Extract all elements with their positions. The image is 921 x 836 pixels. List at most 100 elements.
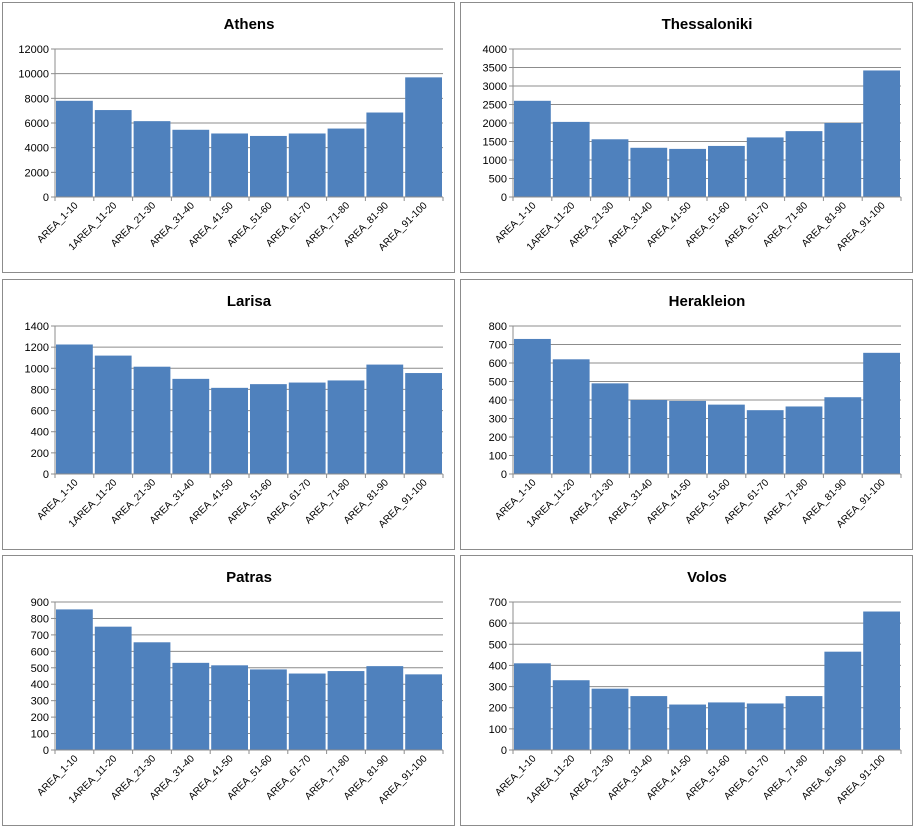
chart-svg: Thessaloniki 0 500 1000 1500 2000 2500 3000 3500… (483, 16, 902, 253)
bar (514, 663, 551, 750)
bar (708, 404, 745, 474)
y-tick-label: 700 (31, 630, 49, 642)
bar (94, 110, 132, 197)
chart-title: Herakleion (669, 293, 746, 310)
y-tick-label: 800 (31, 384, 49, 396)
y-tick-label: 0 (43, 469, 49, 481)
y-tick-label: 400 (489, 395, 507, 407)
bar (172, 129, 210, 197)
bar (863, 352, 900, 474)
y-tick-label: 600 (489, 618, 507, 630)
chart-svg: Volos0100200300400500600700AREA_1-101ARE… (489, 569, 902, 806)
bar (250, 669, 287, 750)
chart-svg: Athens020004000600080001000012000AREA_1-… (18, 16, 444, 253)
bar (785, 696, 823, 750)
y-tick-label: 100 (31, 729, 49, 741)
y-tick-label: 1200 (25, 342, 49, 354)
y-tick-label: 300 (31, 696, 49, 708)
bar (863, 611, 900, 750)
chart-title: Athens (224, 16, 275, 33)
y-tick-label: 12000 (18, 44, 49, 56)
bar (366, 666, 404, 750)
bar (94, 355, 132, 474)
y-tick-label: 500 (31, 663, 49, 675)
bar (669, 400, 706, 474)
bar (591, 139, 629, 197)
chart-svg: Herakleion0100200300400500600700800AREA_… (489, 293, 902, 530)
y-tick-label: 0 (501, 745, 507, 757)
y-tick-label: 200 (31, 448, 49, 460)
chart-panel-larisa: Larisa 0 200 400 600 800 1000 1200 1400 AREA_1-10… (2, 279, 455, 550)
bar (56, 100, 93, 197)
bar (366, 112, 404, 197)
y-tick-label: 6000 (25, 118, 49, 130)
bar (591, 688, 629, 750)
chart-svg: Patras0100200300400500600700800900AREA_1… (31, 569, 444, 806)
bar (133, 121, 171, 197)
bar (708, 145, 745, 197)
y-tick-label: 2000 (483, 118, 507, 130)
y-tick-label: 600 (31, 646, 49, 658)
bar (288, 133, 326, 197)
y-tick-label: 2500 (483, 100, 507, 112)
y-tick-label: 500 (489, 377, 507, 389)
bar (824, 651, 862, 750)
y-tick-label: 0 (43, 745, 49, 757)
bar (211, 387, 248, 474)
y-tick-label: 400 (31, 427, 49, 439)
chart-panel-thessaloniki: Thessaloniki 0 500 1000 1500 2000 2500 3000 3500… (460, 2, 913, 273)
bar (514, 338, 551, 474)
y-tick-label: 600 (489, 358, 507, 370)
bar (405, 674, 442, 750)
bar (211, 133, 248, 197)
y-tick-label: 200 (31, 712, 49, 724)
bar (405, 373, 442, 474)
bar (746, 410, 784, 474)
bar (669, 148, 706, 197)
bar (630, 400, 668, 474)
y-tick-label: 200 (489, 703, 507, 715)
y-tick-label: 0 (501, 192, 507, 204)
bar (327, 128, 365, 197)
y-tick-label: 1000 (483, 155, 507, 167)
y-tick-label: 400 (31, 679, 49, 691)
bar (405, 77, 442, 197)
chart-panel-patras: Patras 0 100 200 300 400 500 600 700 800 900 AREA_1… (2, 555, 455, 826)
y-tick-label: 100 (489, 451, 507, 463)
y-tick-label: 1000 (25, 363, 49, 375)
y-tick-label: 1500 (483, 137, 507, 149)
y-tick-label: 300 (489, 414, 507, 426)
bar (552, 121, 590, 197)
chart-title: Volos (687, 569, 727, 586)
y-tick-label: 800 (31, 613, 49, 625)
bar (327, 671, 365, 750)
bar (133, 642, 171, 750)
chart-svg: Larisa0200400600800100012001400AREA_1-10… (25, 293, 444, 530)
bar (669, 704, 706, 750)
y-tick-label: 800 (489, 321, 507, 333)
bar (366, 364, 404, 474)
bar (94, 626, 132, 750)
bar (785, 406, 823, 474)
bar (288, 382, 326, 474)
bar (327, 380, 365, 474)
bar (630, 696, 668, 750)
y-tick-label: 500 (489, 639, 507, 651)
bar (552, 359, 590, 474)
chart-panel-athens: Athens 0 2000 4000 6000 8000 10000 12000 AREA_1-… (2, 2, 455, 273)
bar (133, 366, 171, 474)
y-tick-label: 400 (489, 660, 507, 672)
y-tick-label: 700 (489, 340, 507, 352)
bar (863, 70, 900, 197)
chart-panel-volos: Volos 0 100 200 300 400 500 600 700 AREA_1-10 1ARE… (460, 555, 913, 826)
y-tick-label: 500 (489, 174, 507, 186)
y-tick-label: 900 (31, 597, 49, 609)
bar (630, 147, 668, 197)
chart-title: Larisa (227, 293, 272, 310)
chart-title: Thessaloniki (662, 16, 753, 33)
bar (250, 384, 287, 474)
y-tick-label: 0 (501, 469, 507, 481)
y-tick-label: 0 (43, 192, 49, 204)
bar (56, 344, 93, 474)
bar (172, 378, 210, 474)
